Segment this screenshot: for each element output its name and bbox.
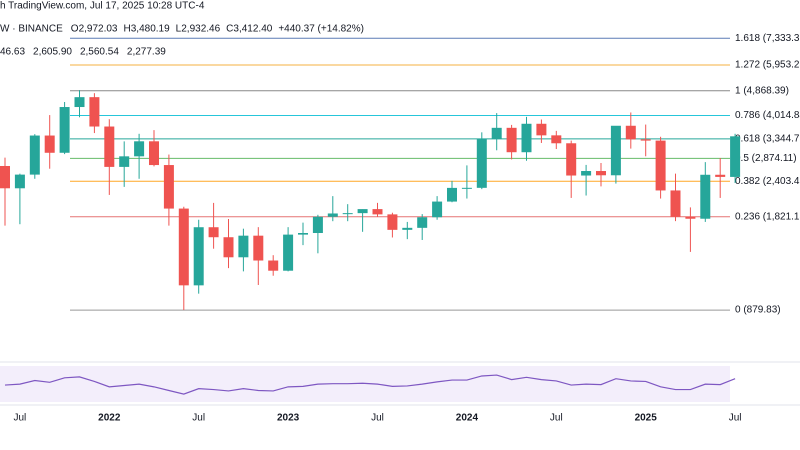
fib-label: 0.786 (4,014.84) bbox=[735, 110, 800, 121]
candle-body bbox=[596, 171, 606, 176]
rsi-line bbox=[4, 374, 736, 395]
candle-body bbox=[298, 233, 308, 235]
candle-body bbox=[491, 127, 502, 140]
candle-body bbox=[610, 125, 621, 176]
candle-body bbox=[89, 97, 100, 127]
ohlc-value: 3,480.19 bbox=[131, 24, 170, 35]
candle-body bbox=[372, 209, 383, 215]
symbol: W · BINANCE bbox=[0, 24, 63, 35]
candle-body bbox=[715, 174, 726, 177]
candle-body bbox=[104, 126, 115, 167]
candle-body bbox=[74, 97, 85, 108]
ohlc-value: 3,412.40 bbox=[233, 24, 272, 35]
candle-body bbox=[521, 123, 532, 153]
candle-body bbox=[14, 174, 25, 189]
candle-body bbox=[640, 139, 651, 141]
candle-body bbox=[163, 165, 174, 209]
x-tick-label: 2023 bbox=[277, 413, 300, 424]
candle-body bbox=[581, 171, 592, 176]
source-text: h TradingView.com, Jul 17, 2025 10:28 UT… bbox=[0, 1, 205, 12]
candle-body bbox=[283, 234, 294, 271]
candle-body bbox=[357, 209, 368, 214]
candle-body bbox=[342, 213, 353, 215]
x-tick-label: Jul bbox=[371, 413, 384, 424]
ohlc-value: 2,932.46 bbox=[181, 24, 220, 35]
x-tick-label: 2025 bbox=[635, 413, 658, 424]
candle-body bbox=[44, 135, 55, 153]
candle-body bbox=[536, 123, 547, 136]
candle-body bbox=[506, 127, 517, 153]
candle-body bbox=[625, 125, 636, 140]
candle-body bbox=[387, 214, 398, 230]
x-tick-label: Jul bbox=[192, 413, 205, 424]
fib-label: 0.382 (2,403.46) bbox=[735, 176, 800, 187]
indicator-value: 2,277.39 bbox=[127, 47, 166, 58]
candle-body bbox=[238, 235, 249, 258]
fib-label: 1.618 (7,333.32) bbox=[735, 33, 800, 44]
candle-body bbox=[268, 260, 279, 271]
ohlc-label: H bbox=[124, 24, 131, 35]
x-tick-label: Jul bbox=[550, 413, 563, 424]
candle-body bbox=[178, 208, 189, 286]
candle-body bbox=[119, 156, 130, 167]
fib-label: 1 (4,868.39) bbox=[735, 85, 789, 96]
candle-body bbox=[253, 235, 264, 261]
candle-body bbox=[0, 165, 10, 189]
fib-label: 0.5 (2,874.11) bbox=[735, 153, 797, 164]
candle-body bbox=[700, 174, 711, 219]
candle-body bbox=[730, 136, 741, 177]
change: +440.37 (+14.82%) bbox=[278, 24, 364, 35]
candle-body bbox=[208, 227, 219, 238]
candle-body bbox=[312, 216, 323, 234]
candle-body bbox=[461, 187, 472, 189]
candle-body bbox=[685, 216, 696, 219]
candle-body bbox=[134, 141, 145, 157]
candle-body bbox=[447, 187, 457, 202]
ohlc-value: 2,972.03 bbox=[79, 24, 118, 35]
x-tick-label: 2024 bbox=[456, 413, 479, 424]
x-tick-label: Jul bbox=[729, 413, 742, 424]
candle-body bbox=[476, 139, 487, 188]
fib-label: 0 (879.83) bbox=[735, 305, 781, 316]
candle-body bbox=[417, 217, 428, 228]
rsi-pane bbox=[0, 366, 730, 402]
x-tick-label: 2022 bbox=[98, 413, 121, 424]
candle-body bbox=[551, 135, 562, 144]
candle-body bbox=[655, 140, 666, 191]
x-tick-label: Jul bbox=[14, 413, 27, 424]
fib-label: 1.272 (5,953.28) bbox=[735, 60, 800, 71]
indicator-value: 2,605.90 bbox=[33, 47, 72, 58]
fib-label: 0.236 (1,821.13) bbox=[735, 211, 800, 222]
fib-label: 0.618 (3,344.76) bbox=[735, 134, 800, 145]
indicator-value: 2,560.54 bbox=[80, 47, 119, 58]
candle-body bbox=[149, 141, 159, 166]
ohlc-label: L bbox=[176, 24, 182, 35]
candle-body bbox=[432, 201, 443, 218]
ohlc-label: O bbox=[71, 24, 79, 35]
candle-body bbox=[402, 227, 413, 230]
candle-body bbox=[223, 237, 234, 258]
candle-body bbox=[59, 107, 70, 153]
candle-body bbox=[327, 213, 338, 217]
candle-body bbox=[566, 143, 577, 176]
candle-body bbox=[670, 190, 681, 217]
candle-body bbox=[193, 227, 204, 286]
candle-body bbox=[29, 135, 40, 175]
indicator-value: 46.63 bbox=[0, 47, 25, 58]
ohlc-label: C bbox=[226, 24, 233, 35]
